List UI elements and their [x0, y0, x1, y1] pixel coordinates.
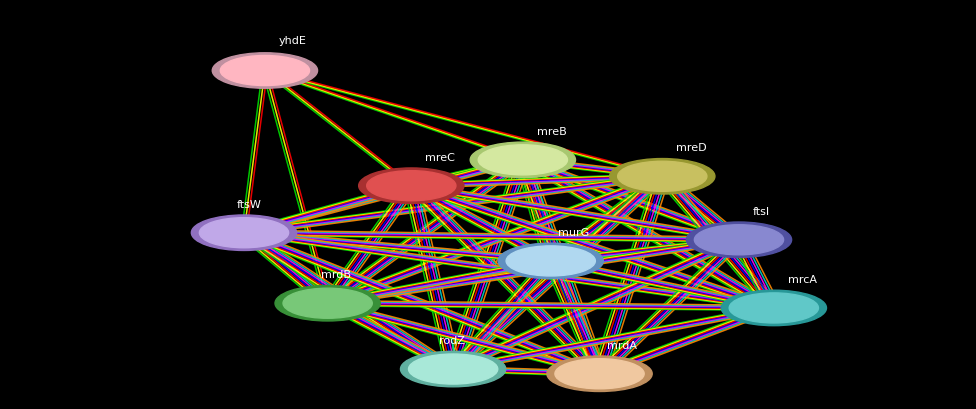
Circle shape — [498, 243, 603, 279]
Circle shape — [686, 222, 792, 258]
Circle shape — [199, 218, 289, 248]
Text: mrdA: mrdA — [606, 341, 636, 351]
Circle shape — [275, 285, 381, 321]
Circle shape — [694, 225, 784, 255]
Text: mreB: mreB — [537, 127, 566, 137]
Circle shape — [729, 293, 819, 323]
Circle shape — [409, 354, 498, 384]
Circle shape — [618, 161, 707, 191]
Text: yhdE: yhdE — [279, 36, 306, 46]
Circle shape — [221, 56, 309, 85]
Circle shape — [610, 159, 715, 194]
Circle shape — [507, 246, 595, 276]
Text: mreD: mreD — [676, 143, 707, 153]
Circle shape — [547, 356, 652, 391]
Text: murG: murG — [557, 228, 589, 238]
Text: ftsI: ftsI — [752, 207, 770, 217]
Circle shape — [283, 288, 372, 318]
Text: mrcA: mrcA — [788, 275, 817, 285]
Text: ftsW: ftsW — [237, 200, 262, 210]
Circle shape — [367, 171, 456, 201]
Circle shape — [721, 290, 827, 326]
Circle shape — [470, 142, 576, 178]
Text: mreC: mreC — [426, 153, 455, 163]
Circle shape — [478, 145, 567, 175]
Circle shape — [212, 53, 317, 88]
Text: rodZ: rodZ — [439, 336, 466, 346]
Circle shape — [555, 359, 644, 389]
Circle shape — [358, 168, 464, 203]
Text: mrdB: mrdB — [321, 270, 350, 280]
Circle shape — [400, 351, 506, 387]
Circle shape — [191, 215, 297, 250]
